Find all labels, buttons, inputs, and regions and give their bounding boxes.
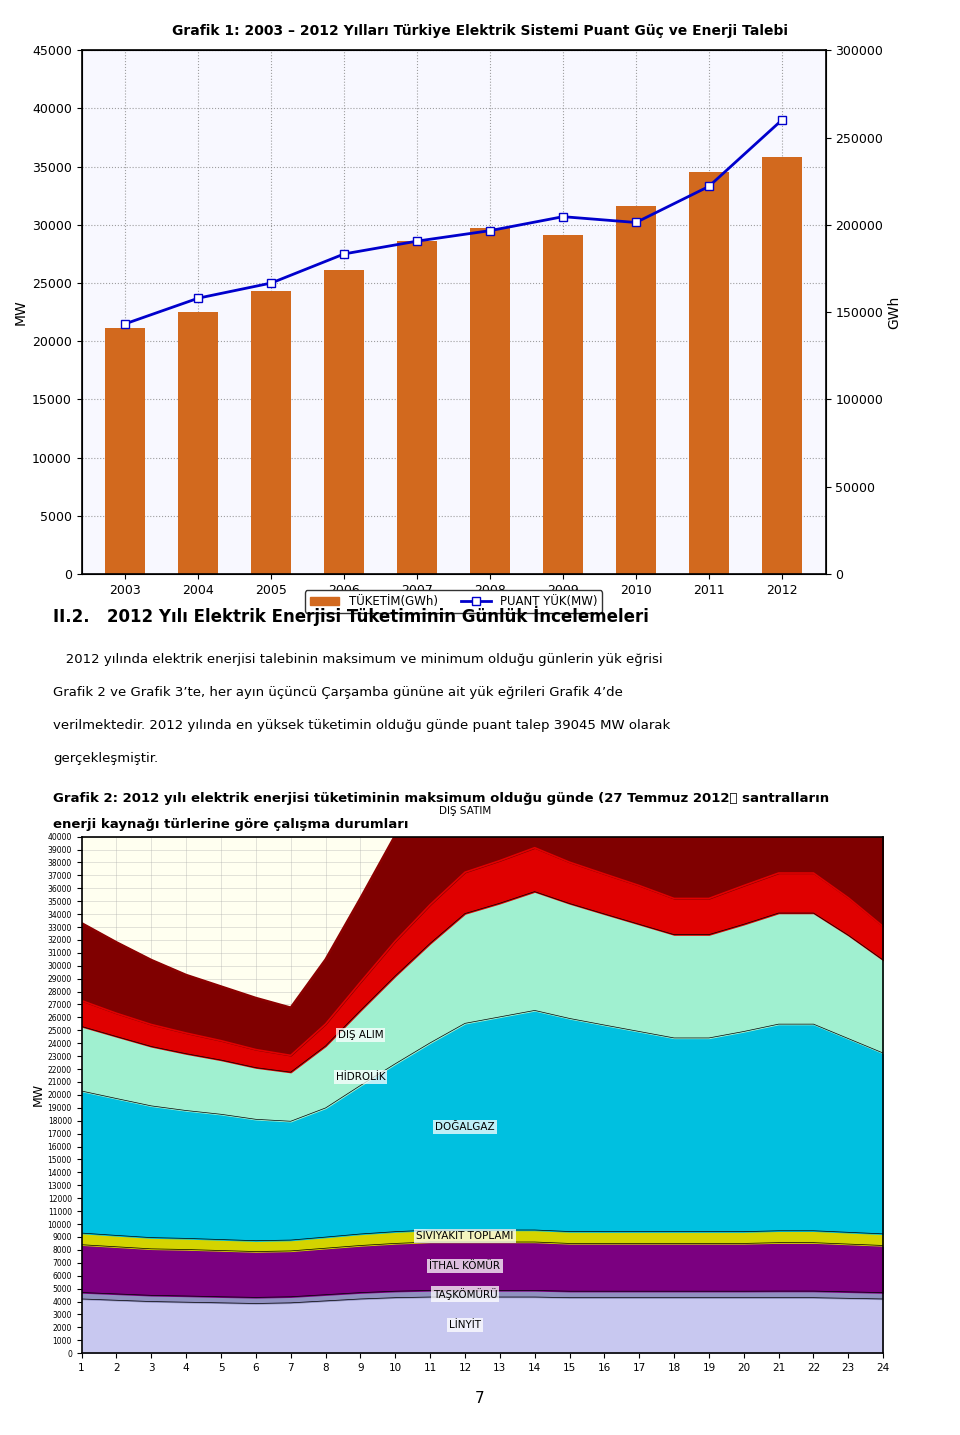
Text: TAŞKÖMÜRÜ: TAŞKÖMÜRÜ	[433, 1287, 497, 1300]
Bar	[324, 270, 364, 574]
Text: 2012 yılında elektrik enerjisi talebinin maksimum ve minimum olduğu günlerin yük: 2012 yılında elektrik enerjisi talebinin…	[53, 653, 662, 666]
Y-axis label: MW: MW	[32, 1083, 45, 1106]
Text: İTHAL KÖMÜR: İTHAL KÖMÜR	[429, 1261, 500, 1271]
Text: enerji kaynağı türlerine göre çalışma durumları: enerji kaynağı türlerine göre çalışma du…	[53, 818, 408, 831]
Y-axis label: MW: MW	[13, 300, 28, 324]
Bar	[397, 241, 437, 574]
Bar	[543, 235, 583, 574]
Bar	[106, 327, 145, 574]
Text: verilmektedir. 2012 yılında en yüksek tüketimin olduğu günde puant talep 39045 M: verilmektedir. 2012 yılında en yüksek tü…	[53, 719, 670, 732]
Text: 7: 7	[475, 1392, 485, 1406]
Text: HİDROLİK: HİDROLİK	[336, 1072, 385, 1082]
Legend: TÜKETİM(GWh), PUANT YÜK(MW): TÜKETİM(GWh), PUANT YÜK(MW)	[305, 590, 602, 613]
Text: DOĞALGAZ: DOĞALGAZ	[435, 1122, 494, 1132]
Text: Grafik 1: 2003 – 2012 Yılları Türkiye Elektrik Sistemi Puant Güç ve Enerji Taleb: Grafik 1: 2003 – 2012 Yılları Türkiye El…	[172, 24, 788, 39]
Bar	[689, 172, 729, 574]
Text: SIVIYAKIT TOPLAMI: SIVIYAKIT TOPLAMI	[417, 1231, 514, 1241]
Text: DIŞ ALIM: DIŞ ALIM	[338, 1030, 383, 1040]
Bar	[762, 156, 802, 574]
Text: Grafik 2: 2012 yılı elektrik enerjisi tüketiminin maksimum olduğu günde (27 Temm: Grafik 2: 2012 yılı elektrik enerjisi tü…	[53, 792, 828, 805]
Bar	[179, 313, 218, 574]
Bar	[252, 291, 291, 574]
Bar	[616, 205, 656, 574]
Y-axis label: GWh: GWh	[887, 296, 901, 329]
Text: gerçekleşmiştir.: gerçekleşmiştir.	[53, 752, 158, 765]
Bar	[470, 228, 510, 574]
Text: DIŞ SATIM: DIŞ SATIM	[439, 806, 492, 817]
Text: LİNYİT: LİNYİT	[449, 1320, 481, 1330]
Text: II.2.   2012 Yılı Elektrik Enerjisi Tüketiminin Günlük İncelemeleri: II.2. 2012 Yılı Elektrik Enerjisi Tüketi…	[53, 606, 649, 626]
Text: Grafik 2 ve Grafik 3’te, her ayın üçüncü Çarşamba gününe ait yük eğrileri Grafik: Grafik 2 ve Grafik 3’te, her ayın üçüncü…	[53, 686, 623, 699]
